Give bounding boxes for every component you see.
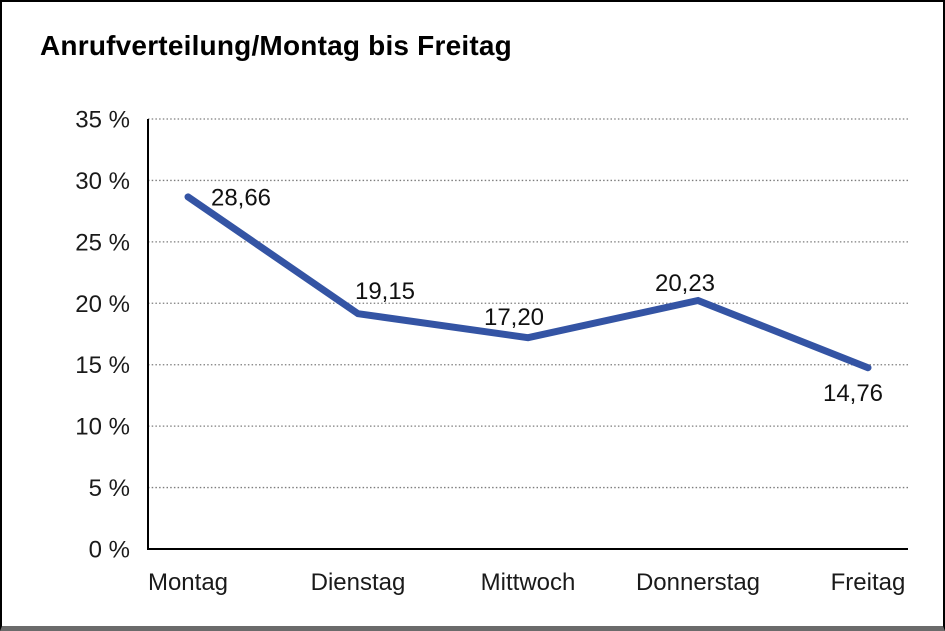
x-axis-tick-label: Dienstag xyxy=(311,569,406,596)
y-axis-tick-label: 0 % xyxy=(89,537,130,564)
y-axis-tick-label: 15 % xyxy=(75,352,130,379)
y-axis-tick-label: 10 % xyxy=(75,414,130,441)
y-axis-tick-label: 5 % xyxy=(89,475,130,502)
y-axis-tick-label: 25 % xyxy=(75,229,130,256)
data-point-label: 19,15 xyxy=(355,278,415,305)
x-axis-tick-label: Montag xyxy=(148,569,228,596)
x-axis-tick-label: Mittwoch xyxy=(481,569,576,596)
data-line-series xyxy=(184,193,872,372)
data-point-label: 17,20 xyxy=(484,304,544,331)
data-point-label: 14,76 xyxy=(823,380,883,407)
chart-title: Anrufverteilung/Montag bis Freitag xyxy=(40,30,512,61)
x-axis-tick-label: Freitag xyxy=(831,569,906,596)
data-point-label: 28,66 xyxy=(211,184,271,211)
y-axis-tick-label: 20 % xyxy=(75,291,130,318)
y-axis-tick-label: 35 % xyxy=(75,107,130,134)
y-axis-tick-label: 30 % xyxy=(75,168,130,195)
x-axis-tick-label: Donnerstag xyxy=(636,569,760,596)
data-point-label: 20,23 xyxy=(655,270,715,297)
